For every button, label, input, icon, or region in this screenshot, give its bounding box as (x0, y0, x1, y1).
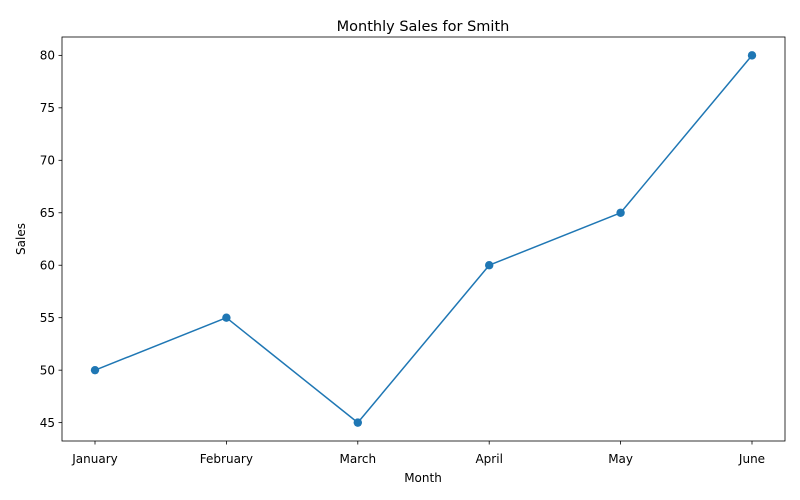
x-tick-label: January (71, 452, 118, 466)
y-tick-label: 55 (40, 311, 55, 325)
y-tick-label: 45 (40, 416, 55, 430)
y-axis-label: Sales (14, 223, 28, 255)
x-tick-label: May (608, 452, 633, 466)
x-axis-ticks: January February March April May June (71, 441, 765, 466)
y-tick-label: 75 (40, 101, 55, 115)
series-layer (90, 51, 757, 427)
y-tick-label: 70 (40, 154, 55, 168)
axes-frame (61, 36, 786, 442)
x-tick-label: June (738, 452, 765, 466)
data-point (616, 208, 625, 217)
x-axis-label: Month (404, 471, 442, 485)
x-tick-label: April (475, 452, 502, 466)
y-axis-ticks: 45 50 55 60 65 70 75 80 (40, 49, 62, 430)
data-point (747, 51, 757, 60)
y-tick-label: 80 (40, 49, 55, 63)
x-tick-label: February (200, 452, 253, 466)
data-point (485, 261, 494, 270)
y-tick-label: 65 (40, 206, 55, 220)
y-tick-label: 60 (40, 259, 55, 273)
y-tick-label: 50 (40, 363, 55, 377)
data-point (353, 418, 362, 427)
data-point (222, 313, 231, 322)
plot-area: 45 50 55 60 65 70 75 80 January February March Apr… (40, 36, 786, 466)
chart-title: Monthly Sales for Smith (337, 19, 510, 35)
series-line (94, 54, 753, 424)
data-point (90, 365, 100, 375)
x-tick-label: March (340, 452, 377, 466)
